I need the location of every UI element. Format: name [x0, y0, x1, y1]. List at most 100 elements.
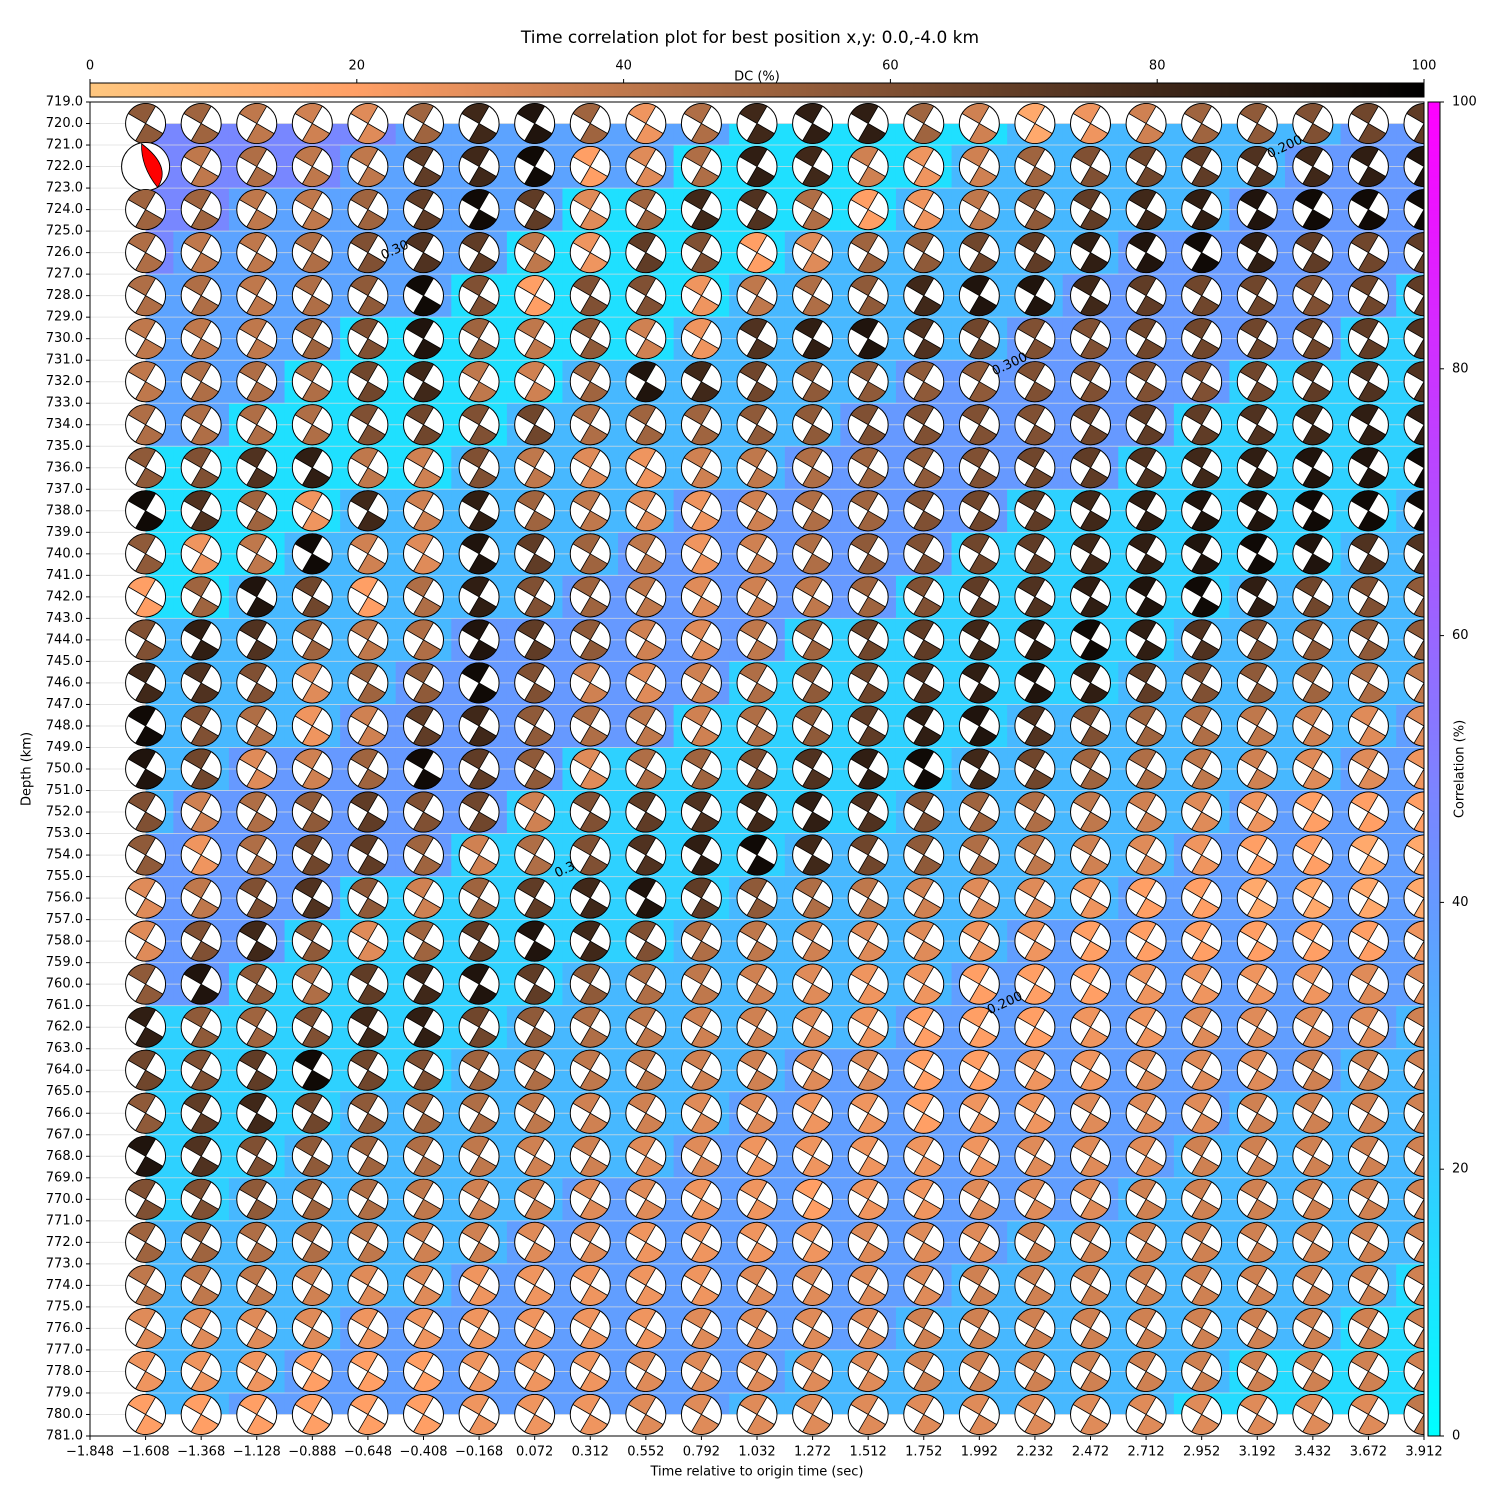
beachball-fill [183, 232, 220, 274]
beachball-fill [183, 1221, 220, 1263]
beachball-fill [183, 1006, 220, 1048]
beachball [1347, 490, 1389, 532]
beachball-fill [294, 447, 331, 489]
beachball [347, 791, 389, 833]
y-tick-label: 771.0 [46, 1213, 83, 1228]
beachball-fill [1239, 1006, 1276, 1048]
beachball-fill [1183, 1264, 1220, 1306]
beachball [958, 189, 1000, 231]
beachball-fill [1072, 490, 1109, 532]
y-tick-label: 732.0 [46, 374, 83, 389]
beachball-fill [683, 1264, 720, 1306]
beachball [569, 791, 611, 833]
beachball [291, 1049, 333, 1091]
beachball [903, 275, 945, 317]
beachball [347, 1049, 389, 1091]
beachball-fill [516, 146, 553, 187]
beachball [736, 1092, 778, 1134]
beachball [347, 1307, 389, 1349]
beachball [125, 619, 167, 661]
beachball-fill [1406, 1092, 1424, 1134]
beachball-fill [794, 1178, 831, 1220]
beachball-fill [961, 533, 998, 575]
beachball [125, 275, 167, 317]
beachball-fill [350, 1351, 386, 1392]
beachball-fill [461, 963, 497, 1005]
beachball-fill [1017, 1135, 1053, 1177]
beachball-fill [683, 1135, 720, 1177]
beachball [1070, 275, 1111, 317]
beachball-fill [627, 748, 664, 790]
beachball [680, 146, 722, 188]
beachball [458, 705, 500, 747]
beachball [458, 146, 500, 188]
beachball [1181, 1221, 1223, 1263]
beachball-fill [627, 1394, 664, 1435]
beachball-fill [1128, 877, 1164, 919]
beachball [847, 1049, 889, 1091]
beachball [792, 1264, 834, 1306]
beachball [736, 404, 778, 446]
beachball-fill [1017, 1394, 1053, 1435]
beachball [569, 1393, 611, 1435]
beachball [1125, 963, 1167, 1005]
beachball [569, 834, 611, 876]
beachball-fill [1239, 748, 1276, 790]
beachball-fill [1239, 146, 1276, 187]
beachball-fill [739, 834, 775, 876]
beachball [1125, 361, 1167, 403]
y-tick-label: 729.0 [46, 310, 83, 325]
beachball-fill [850, 748, 887, 790]
beachball-fill [683, 1351, 720, 1392]
beachball [458, 189, 500, 231]
beachball [403, 576, 444, 618]
beachball-fill [1294, 103, 1331, 144]
beachball-fill [1072, 533, 1109, 575]
corr-colorbar-label: Correlation (%) [1453, 720, 1468, 818]
beachball-fill [1017, 576, 1053, 618]
beachball [291, 1092, 333, 1134]
y-tick-label: 746.0 [46, 675, 83, 690]
beachball [625, 963, 667, 1005]
beachball-fill [183, 877, 220, 919]
beachball [847, 103, 889, 145]
beachball-fill [1239, 1049, 1276, 1091]
beachball [347, 920, 389, 962]
beachball [1292, 318, 1334, 360]
beachball [1292, 791, 1334, 833]
beachball [514, 1135, 556, 1177]
beachball [680, 232, 722, 274]
beachball-fill [1406, 576, 1424, 618]
beachball [958, 1350, 1000, 1392]
beachball [736, 232, 778, 274]
beachball-fill [961, 318, 998, 360]
beachball [569, 189, 611, 231]
beachball [125, 748, 167, 790]
beachball [903, 189, 945, 231]
y-tick-label: 759.0 [46, 955, 83, 970]
beachball-fill [1128, 662, 1164, 704]
beachball-fill [141, 142, 163, 189]
beachball-fill [1017, 103, 1053, 144]
beachball-fill [183, 490, 220, 532]
beachball-fill [461, 1049, 497, 1091]
beachball-fill [961, 920, 998, 962]
beachball-fill [794, 447, 831, 489]
beachball [514, 920, 556, 962]
beachball-fill [1128, 447, 1164, 489]
beachball [1014, 619, 1056, 661]
beachball [291, 146, 333, 188]
beachball-fill [739, 1394, 775, 1435]
beachball-fill [350, 791, 386, 833]
corr-colorbar-tick-label: 20 [1452, 1162, 1469, 1177]
beachball [1014, 662, 1056, 704]
beachball [680, 662, 722, 704]
beachball [403, 447, 444, 489]
beachball-fill [294, 533, 331, 575]
beachball-fill [961, 1178, 998, 1220]
beachball [903, 1264, 945, 1306]
beachball [514, 232, 556, 274]
beachball [125, 1221, 167, 1263]
beachball-fill [350, 361, 386, 403]
beachball [1014, 103, 1056, 145]
